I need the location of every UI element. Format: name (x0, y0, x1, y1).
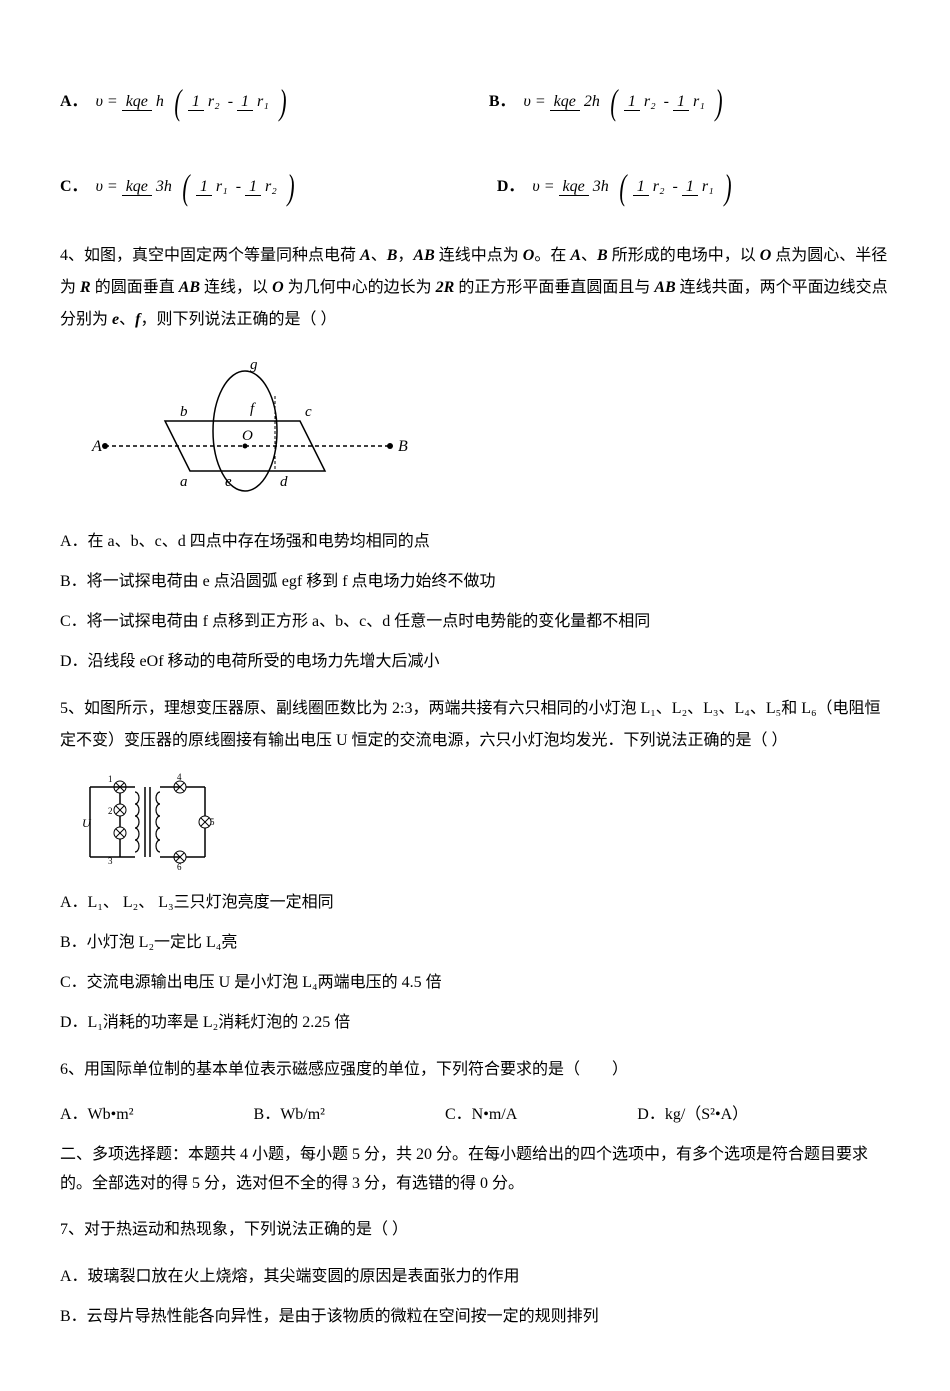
svg-text:1: 1 (108, 774, 113, 784)
svg-text:e: e (225, 474, 232, 490)
option-d-label: D． (497, 173, 525, 202)
q5-text: 5、如图所示，理想变压器原、副线圈匝数比为 2:3，两端共接有六只相同的小灯泡 … (60, 693, 890, 757)
option-d-formula: υ = kqe3h ( 1r₂ - 1r₁ ) (532, 155, 733, 220)
svg-text:B: B (398, 438, 408, 455)
q7-option-b: B．云母片导热性能各向异性，是由于该物质的微粒在空间按一定的规则排列 (60, 1301, 890, 1333)
svg-text:b: b (180, 404, 188, 420)
svg-text:4: 4 (177, 772, 182, 782)
q4-text: 4、如图，真空中固定两个等量同种点电荷 A、B，AB 连线中点为 O。在 A、B… (60, 240, 890, 336)
option-c-label: C． (60, 173, 88, 202)
svg-text:a: a (180, 474, 188, 490)
svg-text:f: f (250, 401, 256, 417)
q6-options: A．Wb•m² B．Wb/m² C．N•m/A D．kg/（S²•A） (60, 1101, 890, 1130)
option-c-formula: υ = kqe3h ( 1r₁ - 1r₂ ) (96, 155, 297, 220)
svg-text:6: 6 (177, 862, 182, 872)
option-d: D． υ = kqe3h ( 1r₂ - 1r₁ ) (497, 155, 734, 220)
option-a: A． υ = kqeh ( 1r₂ - 1r₁ ) (60, 70, 289, 135)
svg-text:c: c (305, 404, 312, 420)
q6-text: 6、用国际单位制的基本单位表示磁感应强度的单位，下列符合要求的是（ ） (60, 1054, 890, 1086)
q5-option-a: A．L₁、 L₂、 L₃三只灯泡亮度一定相同 (60, 887, 890, 919)
q6-option-d: D．kg/（S²•A） (637, 1101, 748, 1130)
q6-option-a: A．Wb•m² (60, 1101, 134, 1130)
q7-text: 7、对于热运动和热现象，下列说法正确的是（ ） (60, 1214, 890, 1246)
svg-text:2: 2 (108, 806, 113, 816)
svg-text:5: 5 (210, 817, 215, 827)
q7-option-a: A．玻璃裂口放在火上烧熔，其尖端变圆的原因是表面张力的作用 (60, 1261, 890, 1293)
option-a-formula: υ = kqeh ( 1r₂ - 1r₁ ) (96, 70, 289, 135)
q5-option-c: C．交流电源输出电压 U 是小灯泡 L₄两端电压的 4.5 倍 (60, 967, 890, 999)
q5-figure: U 1 2 3 4 5 6 (80, 772, 890, 872)
option-b-label: B． (489, 88, 516, 117)
q4-option-b: B．将一试探电荷由 e 点沿圆弧 egf 移到 f 点电场力始终不做功 (60, 566, 890, 598)
svg-text:O: O (242, 428, 253, 444)
formula-options-row-1: A． υ = kqeh ( 1r₂ - 1r₁ ) B． υ = kqe2h (… (60, 70, 890, 135)
formula-options-row-2: C． υ = kqe3h ( 1r₁ - 1r₂ ) D． υ = kqe3h … (60, 155, 890, 220)
svg-text:A: A (91, 438, 102, 455)
option-a-label: A． (60, 88, 88, 117)
option-b: B． υ = kqe2h ( 1r₂ - 1r₁ ) (489, 70, 725, 135)
svg-text:3: 3 (108, 856, 113, 866)
svg-text:d: d (280, 474, 288, 490)
section-2-header: 二、多项选择题：本题共 4 小题，每小题 5 分，共 20 分。在每小题给出的四… (60, 1141, 890, 1199)
q5-option-b: B．小灯泡 L₂一定比 L₄亮 (60, 927, 890, 959)
option-c: C． υ = kqe3h ( 1r₁ - 1r₂ ) (60, 155, 297, 220)
svg-text:g: g (250, 357, 258, 373)
q5-option-d: D．L₁消耗的功率是 L₂消耗灯泡的 2.25 倍 (60, 1007, 890, 1039)
option-b-formula: υ = kqe2h ( 1r₂ - 1r₁ ) (524, 70, 725, 135)
svg-text:U: U (82, 816, 92, 830)
q6-option-c: C．N•m/A (445, 1101, 517, 1130)
q4-figure: A B O b c a d e f g (80, 351, 890, 511)
q4-option-d: D．沿线段 eOf 移动的电荷所受的电场力先增大后减小 (60, 646, 890, 678)
q4-option-c: C．将一试探电荷由 f 点移到正方形 a、b、c、d 任意一点时电势能的变化量都… (60, 606, 890, 638)
q4-option-a: A．在 a、b、c、d 四点中存在场强和电势均相同的点 (60, 526, 890, 558)
q6-option-b: B．Wb/m² (254, 1101, 325, 1130)
